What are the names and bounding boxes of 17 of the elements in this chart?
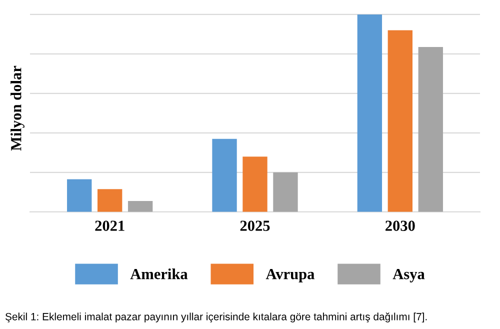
bar: [212, 138, 237, 212]
bar: [128, 201, 153, 212]
x-tick-label: 2030: [386, 220, 415, 231]
bar: [67, 179, 92, 212]
legend-label: Asya: [392, 268, 425, 282]
bar: [357, 14, 382, 212]
x-tick-label: 2025: [240, 220, 270, 231]
x-tick-label: 2021: [95, 220, 124, 231]
y-axis-title: Milyon dolar: [10, 66, 24, 151]
bar: [418, 47, 443, 212]
bar: [388, 30, 412, 212]
text: Şekil 1: Eklemeli imalat pazar payının yıllar içerisinde kıtalara göre tahmini artış dağılımı [7].: [5, 312, 427, 322]
legend-label: Avrupa: [266, 268, 314, 282]
legend-label: Amerika: [130, 268, 188, 280]
bar: [273, 172, 298, 212]
bar: [98, 189, 122, 212]
bar: [242, 156, 268, 212]
